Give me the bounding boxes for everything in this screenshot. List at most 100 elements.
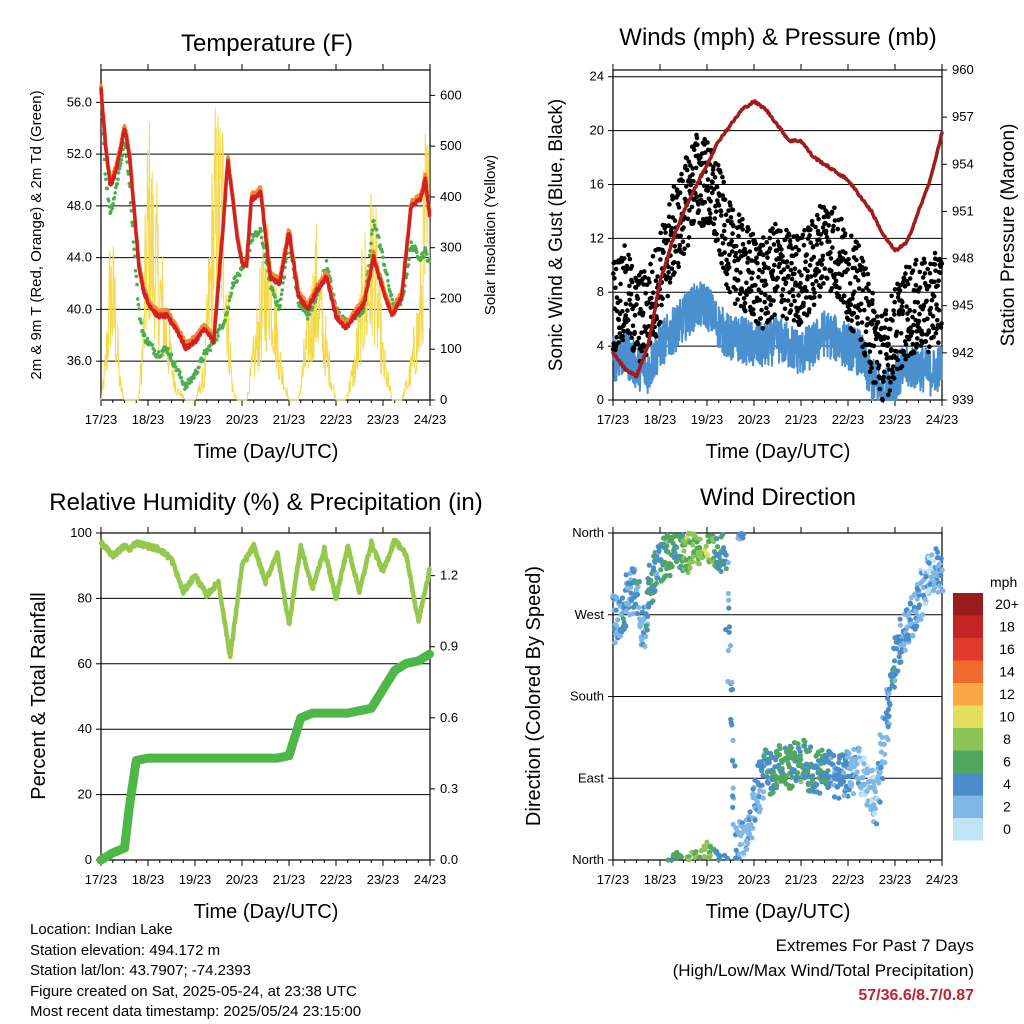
legend-swatch [953,750,983,773]
gust-point [920,331,926,337]
gust-point [842,231,848,236]
gust-point [762,299,767,305]
winds-ytick-left-label: 4 [597,338,604,353]
gust-point [872,309,877,315]
gust-point [727,289,733,295]
gust-point [666,270,671,275]
direction-point [687,565,693,571]
gust-point [873,380,878,385]
direction-point [643,634,649,640]
gust-point [611,271,616,276]
gust-point [769,315,775,320]
gust-point [786,273,791,279]
direction-point [678,563,684,569]
gust-point [899,304,905,309]
gust-point [705,177,711,182]
gust-point [626,252,631,258]
gust-point [628,291,634,297]
direction-point [744,846,750,852]
gust-point [863,295,869,301]
gust-point [801,300,806,306]
gust-point [903,342,909,347]
direction-point [645,613,651,620]
direction-point [874,776,881,782]
winds-ytick-right-label: 948 [952,251,974,266]
gust-point [905,317,910,322]
gust-point [890,370,895,375]
gust-point [881,378,886,384]
humidity-ytick-right-label: 0.6 [440,710,458,725]
dewpoint-point [139,321,143,325]
gust-point [907,308,913,313]
gust-point [885,392,891,398]
direction-point [926,568,932,575]
temperature-ytick-left-label: 56.0 [67,94,92,109]
direction-point [828,761,835,767]
gust-point [827,239,832,244]
direction-xlabel: Time (Day/UTC) [706,901,851,923]
direction-point [809,773,816,779]
gust-point [620,337,626,343]
dewpoint-point [178,370,182,374]
gust-point [648,305,654,310]
dewpoint-point [424,249,428,253]
direction-point [906,636,912,643]
dewpoint-point [168,356,172,360]
humidity-xtick-label: 19/23 [179,872,212,887]
gust-point [936,308,942,313]
gust-point [756,274,761,280]
direction-point [740,535,746,541]
winds-ytick-right-label: 960 [952,62,974,77]
direction-point [940,588,946,594]
dewpoint-point [104,177,108,182]
gust-point [735,277,741,283]
gust-point [891,308,896,313]
direction-point [881,741,887,747]
gust-point [638,306,643,312]
dewpoint-point [177,372,182,377]
direction-point [768,751,774,757]
winds-ytick-left-label: 12 [590,230,604,245]
gust-point [746,227,751,232]
gust-point [883,311,888,317]
gust-point [907,276,913,281]
direction-point [795,741,801,747]
direction-point [792,753,799,759]
gust-point [788,308,793,313]
gust-point [710,179,715,185]
gust-point [851,328,856,334]
dewpoint-point [135,282,139,287]
gust-point [635,341,641,347]
legend-swatch [953,795,983,818]
gust-point [865,271,871,277]
gust-point [901,348,906,354]
gust-point [719,260,724,266]
temperature-ytick-right-label: 500 [440,138,462,153]
gust-point [760,243,766,248]
temperature-ytick-right-label: 400 [440,189,462,204]
gust-point [744,280,749,286]
gust-point [649,295,654,301]
gust-point [807,307,812,312]
direction-point [707,852,713,859]
direction-point [649,570,655,577]
gust-point [684,156,690,161]
gust-point [737,249,743,254]
gust-point [935,283,940,289]
gust-point [812,290,817,296]
direction-point [798,778,804,785]
direction-point [857,758,863,764]
gust-point [858,301,864,307]
gust-point [862,352,868,358]
gust-point [903,271,908,276]
legend-label: 20+ [995,596,1019,612]
winds-ytick-left-label: 8 [597,284,604,299]
temperature-xtick-label: 19/23 [179,412,212,427]
legend-swatch [953,615,983,638]
direction-point [633,586,640,593]
gust-point [738,270,743,275]
gust-point [691,178,696,184]
gust-point [792,271,797,277]
gust-point [698,193,703,198]
humidity-ytick-left-label: 40 [78,721,92,736]
